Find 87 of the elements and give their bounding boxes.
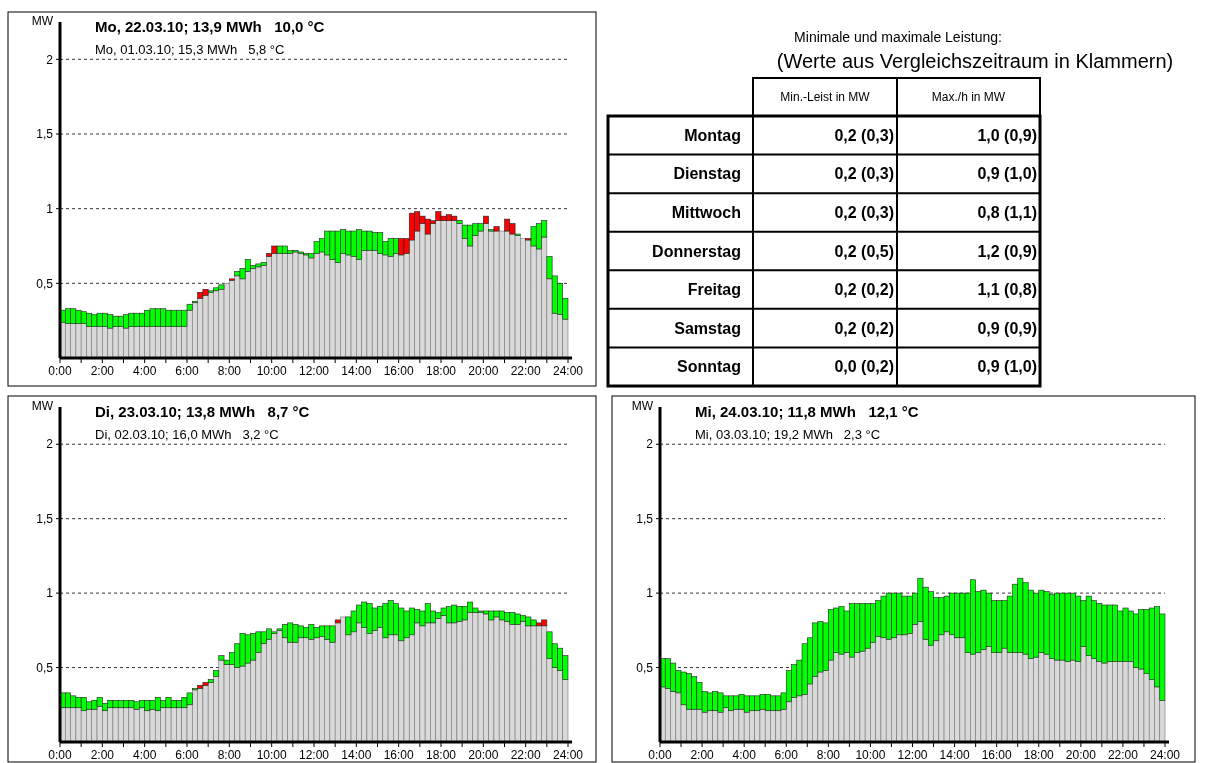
bar [218,655,225,661]
x-tick-label: 14:00 [341,748,372,762]
y-tick-label: 1 [46,201,54,216]
category-label: Freitag [687,281,741,299]
x-tick-label: 10:00 [256,748,288,762]
x-tick-label: 18:00 [1023,748,1055,762]
x-tick-label: 14:00 [939,748,970,762]
y-axis-title: MW [31,14,54,28]
y-tick-label: 0,5 [636,660,654,675]
category-label: Donnerstag [652,242,741,260]
text: 0,2 (0,2) [834,319,894,337]
y-tick-label: 0,5 [36,276,54,291]
x-tick-label: 8:00 [217,364,242,378]
x-tick-label: 16:00 [981,748,1013,762]
text: 0,2 (0,3) [834,165,894,183]
category-label: Mittwoch [671,204,741,222]
x-tick-label: 2:00 [90,364,115,378]
x-tick-label: 4:00 [132,748,157,762]
text: Mi, 03.03.10; 19,2 MWh 2,3 °C [695,427,881,442]
y-axis-title: MW [31,399,54,413]
x-tick-label: 6:00 [175,748,199,762]
x-tick-label: 0:00 [48,748,72,762]
y-tick-label: 2 [646,437,654,452]
x-tick-label: 20:00 [1065,748,1097,762]
text: 0,9 (1,0) [977,358,1037,376]
text: Mo, 01.03.10; 15,3 MWh 5,8 °C [95,42,285,57]
text: (Werte aus Vergleichszeitraum in Klammern) [776,50,1174,72]
text: 0,0 (0,2) [834,358,894,376]
x-tick-label: 24:00 [552,748,584,762]
text: 0,2 (0,3) [834,126,894,144]
x-tick-label: 12:00 [897,748,928,762]
category-label: Samstag [674,319,741,337]
y-tick-label: 1 [46,586,54,601]
category-label: Dienstag [673,165,741,183]
y-tick-label: 1,5 [36,127,54,142]
y-tick-label: 2 [46,437,54,452]
x-tick-label: 18:00 [425,364,457,378]
text: 1,1 (0,8) [977,281,1037,299]
x-tick-label: 20:00 [468,748,499,762]
x-tick-label: 0:00 [48,364,72,378]
x-tick-label: 4:00 [132,364,157,378]
bar [213,670,220,677]
y-tick-label: 2 [46,52,54,67]
x-tick-label: 8:00 [816,748,841,762]
x-tick-label: 6:00 [774,748,799,762]
x-tick-label: 2:00 [90,748,115,762]
category-label: Min.-Leist in MW [780,90,871,105]
y-axis-title: MW [631,399,654,413]
text: 0,9 (1,0) [977,165,1037,183]
text: 1,2 (0,9) [977,242,1037,260]
y-tick-label: 1 [646,586,654,601]
chart-title: Di, 23.03.10; 13,8 MWh 8,7 °C [95,403,310,420]
x-tick-label: 4:00 [732,748,757,762]
x-tick-label: 6:00 [175,364,199,378]
category-label: Montag [684,126,741,144]
text: 0,2 (0,2) [834,281,894,299]
x-tick-label: 22:00 [510,748,542,762]
x-tick-label: 18:00 [425,748,457,762]
x-tick-label: 12:00 [298,364,330,378]
x-tick-label: 12:00 [298,748,330,762]
y-tick-label: 1,5 [36,511,54,526]
x-tick-label: 2:00 [690,748,715,762]
text: 1,0 (0,9) [977,126,1037,144]
category-label: Sonntag [677,358,741,376]
chart-title: Mo, 22.03.10; 13,9 MWh 10,0 °C [95,18,325,35]
text: Di, 02.03.10; 16,0 MWh 3,2 °C [95,427,279,442]
x-tick-label: 14:00 [341,364,372,378]
x-tick-label: 16:00 [383,364,415,378]
x-tick-label: 0:00 [648,748,672,762]
x-tick-label: 16:00 [383,748,415,762]
x-tick-label: 22:00 [510,364,542,378]
text: 0,2 (0,3) [834,204,894,222]
x-tick-label: 8:00 [217,748,242,762]
x-tick-label: 22:00 [1107,748,1139,762]
x-tick-label: 24:00 [552,364,584,378]
text: 0,9 (0,9) [977,319,1037,337]
text: Minimale und maximale Leistung: [794,29,1002,45]
chart-title: Mi, 24.03.10; 11,8 MWh 12,1 °C [695,403,919,420]
x-tick-label: 24:00 [1149,748,1181,762]
category-label: Max./h in MW [931,90,1006,105]
text: 0,8 (1,1) [977,204,1037,222]
x-tick-label: 10:00 [855,748,886,762]
x-tick-label: 20:00 [468,364,499,378]
y-tick-label: 0,5 [36,660,54,675]
x-tick-label: 10:00 [256,364,288,378]
y-tick-label: 1,5 [636,511,654,526]
text: 0,2 (0,5) [834,242,894,260]
